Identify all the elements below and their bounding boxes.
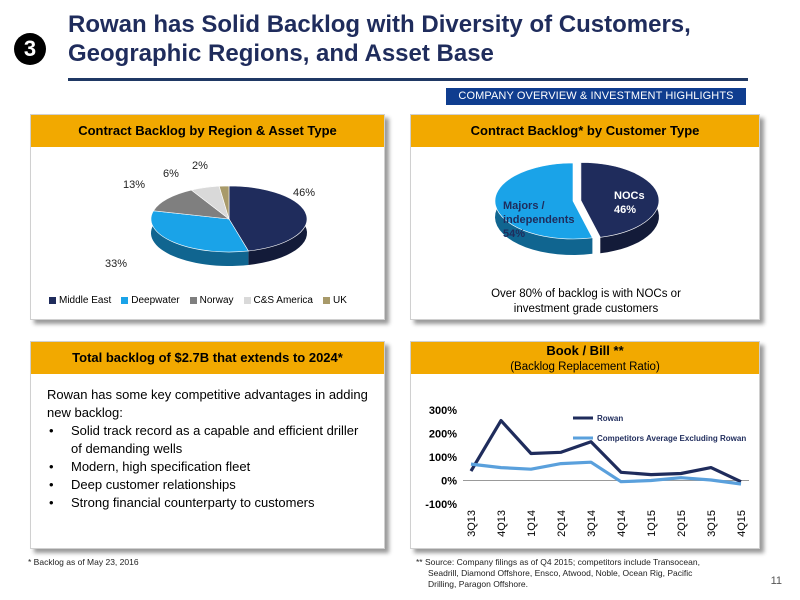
region-pie-legend: Middle East Deepwater Norway C&S America…	[49, 295, 379, 306]
legend-label: Middle East	[59, 295, 112, 306]
footnote-backlog-date: * Backlog as of May 23, 2016	[28, 557, 139, 567]
x-tick-label: 4Q14	[616, 510, 628, 537]
legend-label: UK	[332, 295, 347, 306]
legend-swatch	[243, 297, 251, 304]
pie-slice-nocs	[580, 162, 660, 238]
customer-note-line-1: Over 80% of backlog is with NOCs or	[491, 288, 681, 300]
page-number: 11	[770, 575, 782, 587]
book-bill-line-chart: 300% 200% 100% 0% -100% 3Q13 4Q13 1Q14 2Q14 3Q14 4…	[425, 405, 749, 537]
total-backlog-header: Total backlog of $2.7B that extends to 2…	[31, 342, 384, 374]
customer-pie-chart	[494, 162, 660, 255]
legend-swatch	[49, 297, 56, 304]
nocs-name: NOCs	[614, 190, 645, 202]
list-item: Deep customer relationships	[47, 476, 372, 494]
footnote-source: ** Source: Company filings as of Q4 2015…	[416, 557, 746, 590]
legend-item: Deepwater	[121, 295, 180, 306]
pie-label-uk: 2%	[192, 160, 208, 172]
footnote-source-line-1: ** Source: Company filings as of Q4 2015…	[416, 557, 700, 567]
footnote-source-line-3: Drilling, Paragon Offshore.	[428, 579, 529, 589]
series-line-competitors	[470, 460, 742, 486]
pie-label-cs-america: 6%	[163, 168, 179, 180]
x-tick-label: 1Q14	[526, 510, 538, 537]
advantages-text: Rowan has some key competitive advantage…	[47, 386, 372, 512]
region-pie-chart	[150, 185, 308, 266]
x-tick-label: 3Q14	[586, 510, 598, 537]
book-bill-header: Book / Bill ** (Backlog Replacement Rati…	[411, 342, 759, 374]
advantages-list: Solid track record as a capable and effi…	[47, 422, 372, 512]
pie-slice-majors	[494, 162, 593, 240]
legend-label: Competitors Average Excluding Rowan	[597, 434, 746, 443]
y-tick-label: 300%	[429, 405, 457, 417]
majors-name-1: Majors /	[503, 200, 545, 212]
y-tick-label: -100%	[425, 499, 457, 511]
y-tick-label: 100%	[429, 452, 457, 464]
customer-note-line-2: investment grade customers	[513, 303, 659, 315]
legend-item: Middle East	[49, 295, 111, 306]
legend-label: Rowan	[597, 414, 623, 423]
x-tick-label: 1Q15	[646, 510, 658, 537]
y-tick-label: 200%	[429, 429, 457, 441]
x-tick-label: 2Q15	[676, 510, 688, 537]
legend-item: UK	[322, 295, 347, 306]
legend-item: Norway	[189, 295, 234, 306]
title-line-2: Geographic Regions, and Asset Base	[68, 40, 494, 67]
majors-label: Majors / independents 54%	[503, 199, 575, 241]
nocs-label: NOCs 46%	[614, 189, 645, 217]
footnote-source-line-2: Seadrill, Diamond Offshore, Ensco, Atwoo…	[428, 568, 693, 578]
pie-slice-deepwater	[150, 210, 249, 253]
legend-swatch	[121, 297, 129, 304]
advantages-intro: Rowan has some key competitive advantage…	[47, 387, 368, 420]
customer-backlog-header: Contract Backlog* by Customer Type	[411, 115, 759, 147]
total-backlog-panel: Total backlog of $2.7B that extends to 2…	[30, 341, 385, 549]
pie-label-middle-east: 46%	[293, 187, 316, 199]
book-bill-subtitle: (Backlog Replacement Ratio)	[510, 361, 660, 373]
pie-label-norway: 13%	[123, 179, 146, 191]
x-tick-label: 3Q13	[466, 510, 478, 537]
legend-swatch	[322, 297, 330, 304]
legend-label: Norway	[199, 295, 234, 306]
book-bill-title: Book / Bill **	[546, 343, 624, 358]
x-tick-label: 4Q15	[736, 510, 748, 537]
pie-slice-middle-east	[228, 185, 308, 252]
x-tick-label: 3Q15	[706, 510, 718, 537]
region-backlog-header: Contract Backlog by Region & Asset Type	[31, 115, 384, 147]
list-item: Solid track record as a capable and effi…	[47, 422, 372, 458]
majors-name-2: independents	[503, 214, 575, 226]
series-line-rowan	[469, 419, 742, 484]
customer-note: Over 80% of backlog is with NOCs or inve…	[431, 287, 741, 317]
section-tag: COMPANY OVERVIEW & INVESTMENT HIGHLIGHTS	[446, 88, 746, 105]
legend-item: C&S America	[243, 295, 313, 306]
legend-label: C&S America	[253, 295, 313, 306]
majors-value: 54%	[503, 228, 526, 240]
pie-slice-norway	[152, 189, 231, 220]
x-tick-label: 4Q13	[496, 510, 508, 537]
list-item: Modern, high specification fleet	[47, 458, 372, 476]
nocs-value: 46%	[614, 204, 637, 216]
pie-slice-uk	[218, 185, 230, 220]
region-backlog-panel: Contract Backlog by Region & Asset Type …	[30, 114, 385, 320]
legend-swatch	[189, 297, 197, 304]
list-item: Strong financial counterparty to custome…	[47, 494, 372, 512]
customer-backlog-panel: Contract Backlog* by Customer Type NOCs …	[410, 114, 760, 320]
slide-number-badge: 3	[14, 33, 46, 65]
pie-label-deepwater: 33%	[105, 258, 128, 270]
book-bill-panel: Book / Bill ** (Backlog Replacement Rati…	[410, 341, 760, 549]
page-title: Rowan has Solid Backlog with Diversity o…	[68, 10, 788, 68]
x-tick-label: 2Q14	[556, 510, 568, 537]
legend-label: Deepwater	[131, 295, 180, 306]
y-tick-label: 0%	[441, 476, 457, 488]
title-divider	[68, 78, 748, 81]
title-line-1: Rowan has Solid Backlog with Diversity o…	[68, 11, 691, 38]
